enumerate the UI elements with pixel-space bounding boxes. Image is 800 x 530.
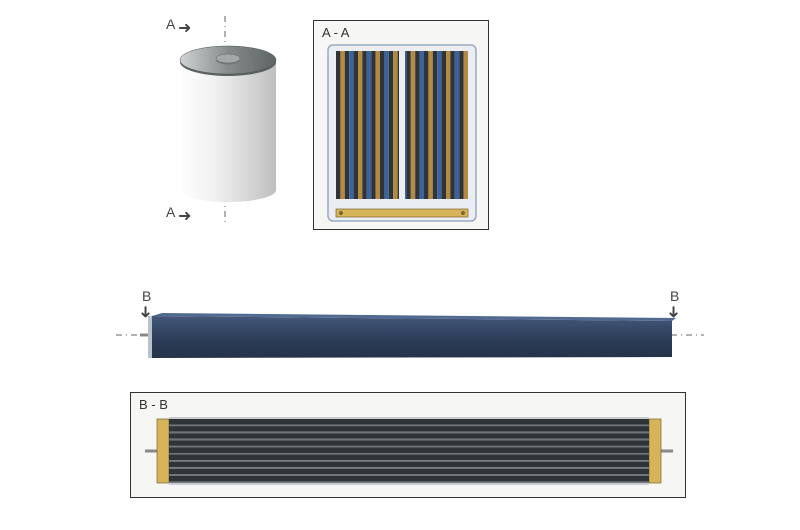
section-view-a-panel: A - A bbox=[313, 20, 489, 230]
layer-stack-cross-section bbox=[131, 393, 687, 499]
section-view-b-title: B - B bbox=[139, 397, 168, 412]
section-arrow-a-top: ➜ bbox=[178, 18, 191, 38]
section-view-b-panel: B - B bbox=[130, 392, 686, 498]
section-label-b-right: B bbox=[670, 288, 679, 304]
battery-cylinder bbox=[178, 38, 278, 208]
section-label-b-left: B bbox=[142, 288, 151, 304]
section-arrow-a-bottom: ➜ bbox=[178, 206, 191, 226]
section-label-a-bottom: A bbox=[166, 204, 175, 220]
section-view-a-title: A - A bbox=[322, 25, 349, 40]
section-label-a-top: A bbox=[166, 16, 175, 32]
jellyroll-cross-section bbox=[314, 21, 490, 231]
prismatic-cell-3d bbox=[140, 310, 690, 370]
